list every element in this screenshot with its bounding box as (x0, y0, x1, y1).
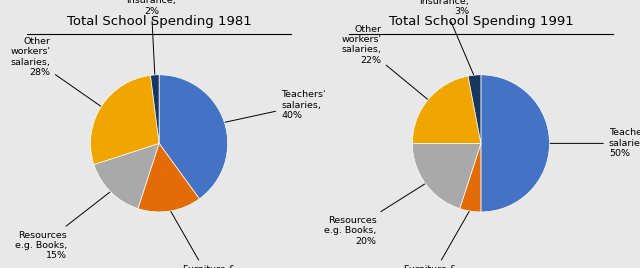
Wedge shape (412, 76, 481, 143)
Text: Teachers'
salaries,
50%: Teachers' salaries, 50% (550, 128, 640, 158)
Title: Total School Spending 1981: Total School Spending 1981 (67, 15, 252, 28)
Wedge shape (94, 143, 159, 209)
Text: Resources
e.g. Books,
15%: Resources e.g. Books, 15% (15, 192, 110, 260)
Text: Furniture &
equipment,
5%: Furniture & equipment, 5% (403, 211, 469, 268)
Text: Insurance,
2%: Insurance, 2% (127, 0, 176, 74)
Wedge shape (159, 75, 228, 199)
Text: Furniture &
equipment,
15%: Furniture & equipment, 15% (171, 211, 237, 268)
Wedge shape (468, 75, 481, 143)
Text: Other
workers'
salaries,
28%: Other workers' salaries, 28% (10, 37, 100, 106)
Wedge shape (460, 143, 481, 212)
Text: Other
workers'
salaries,
22%: Other workers' salaries, 22% (341, 24, 428, 99)
Wedge shape (90, 75, 159, 165)
Text: Resources
e.g. Books,
20%: Resources e.g. Books, 20% (324, 184, 425, 246)
Text: Teachers'
salaries,
40%: Teachers' salaries, 40% (225, 90, 326, 122)
Wedge shape (412, 143, 481, 209)
Wedge shape (138, 143, 200, 212)
Title: Total School Spending 1991: Total School Spending 1991 (388, 15, 573, 28)
Wedge shape (481, 75, 550, 212)
Wedge shape (150, 75, 159, 143)
Text: Insurance,
3%: Insurance, 3% (420, 0, 474, 75)
